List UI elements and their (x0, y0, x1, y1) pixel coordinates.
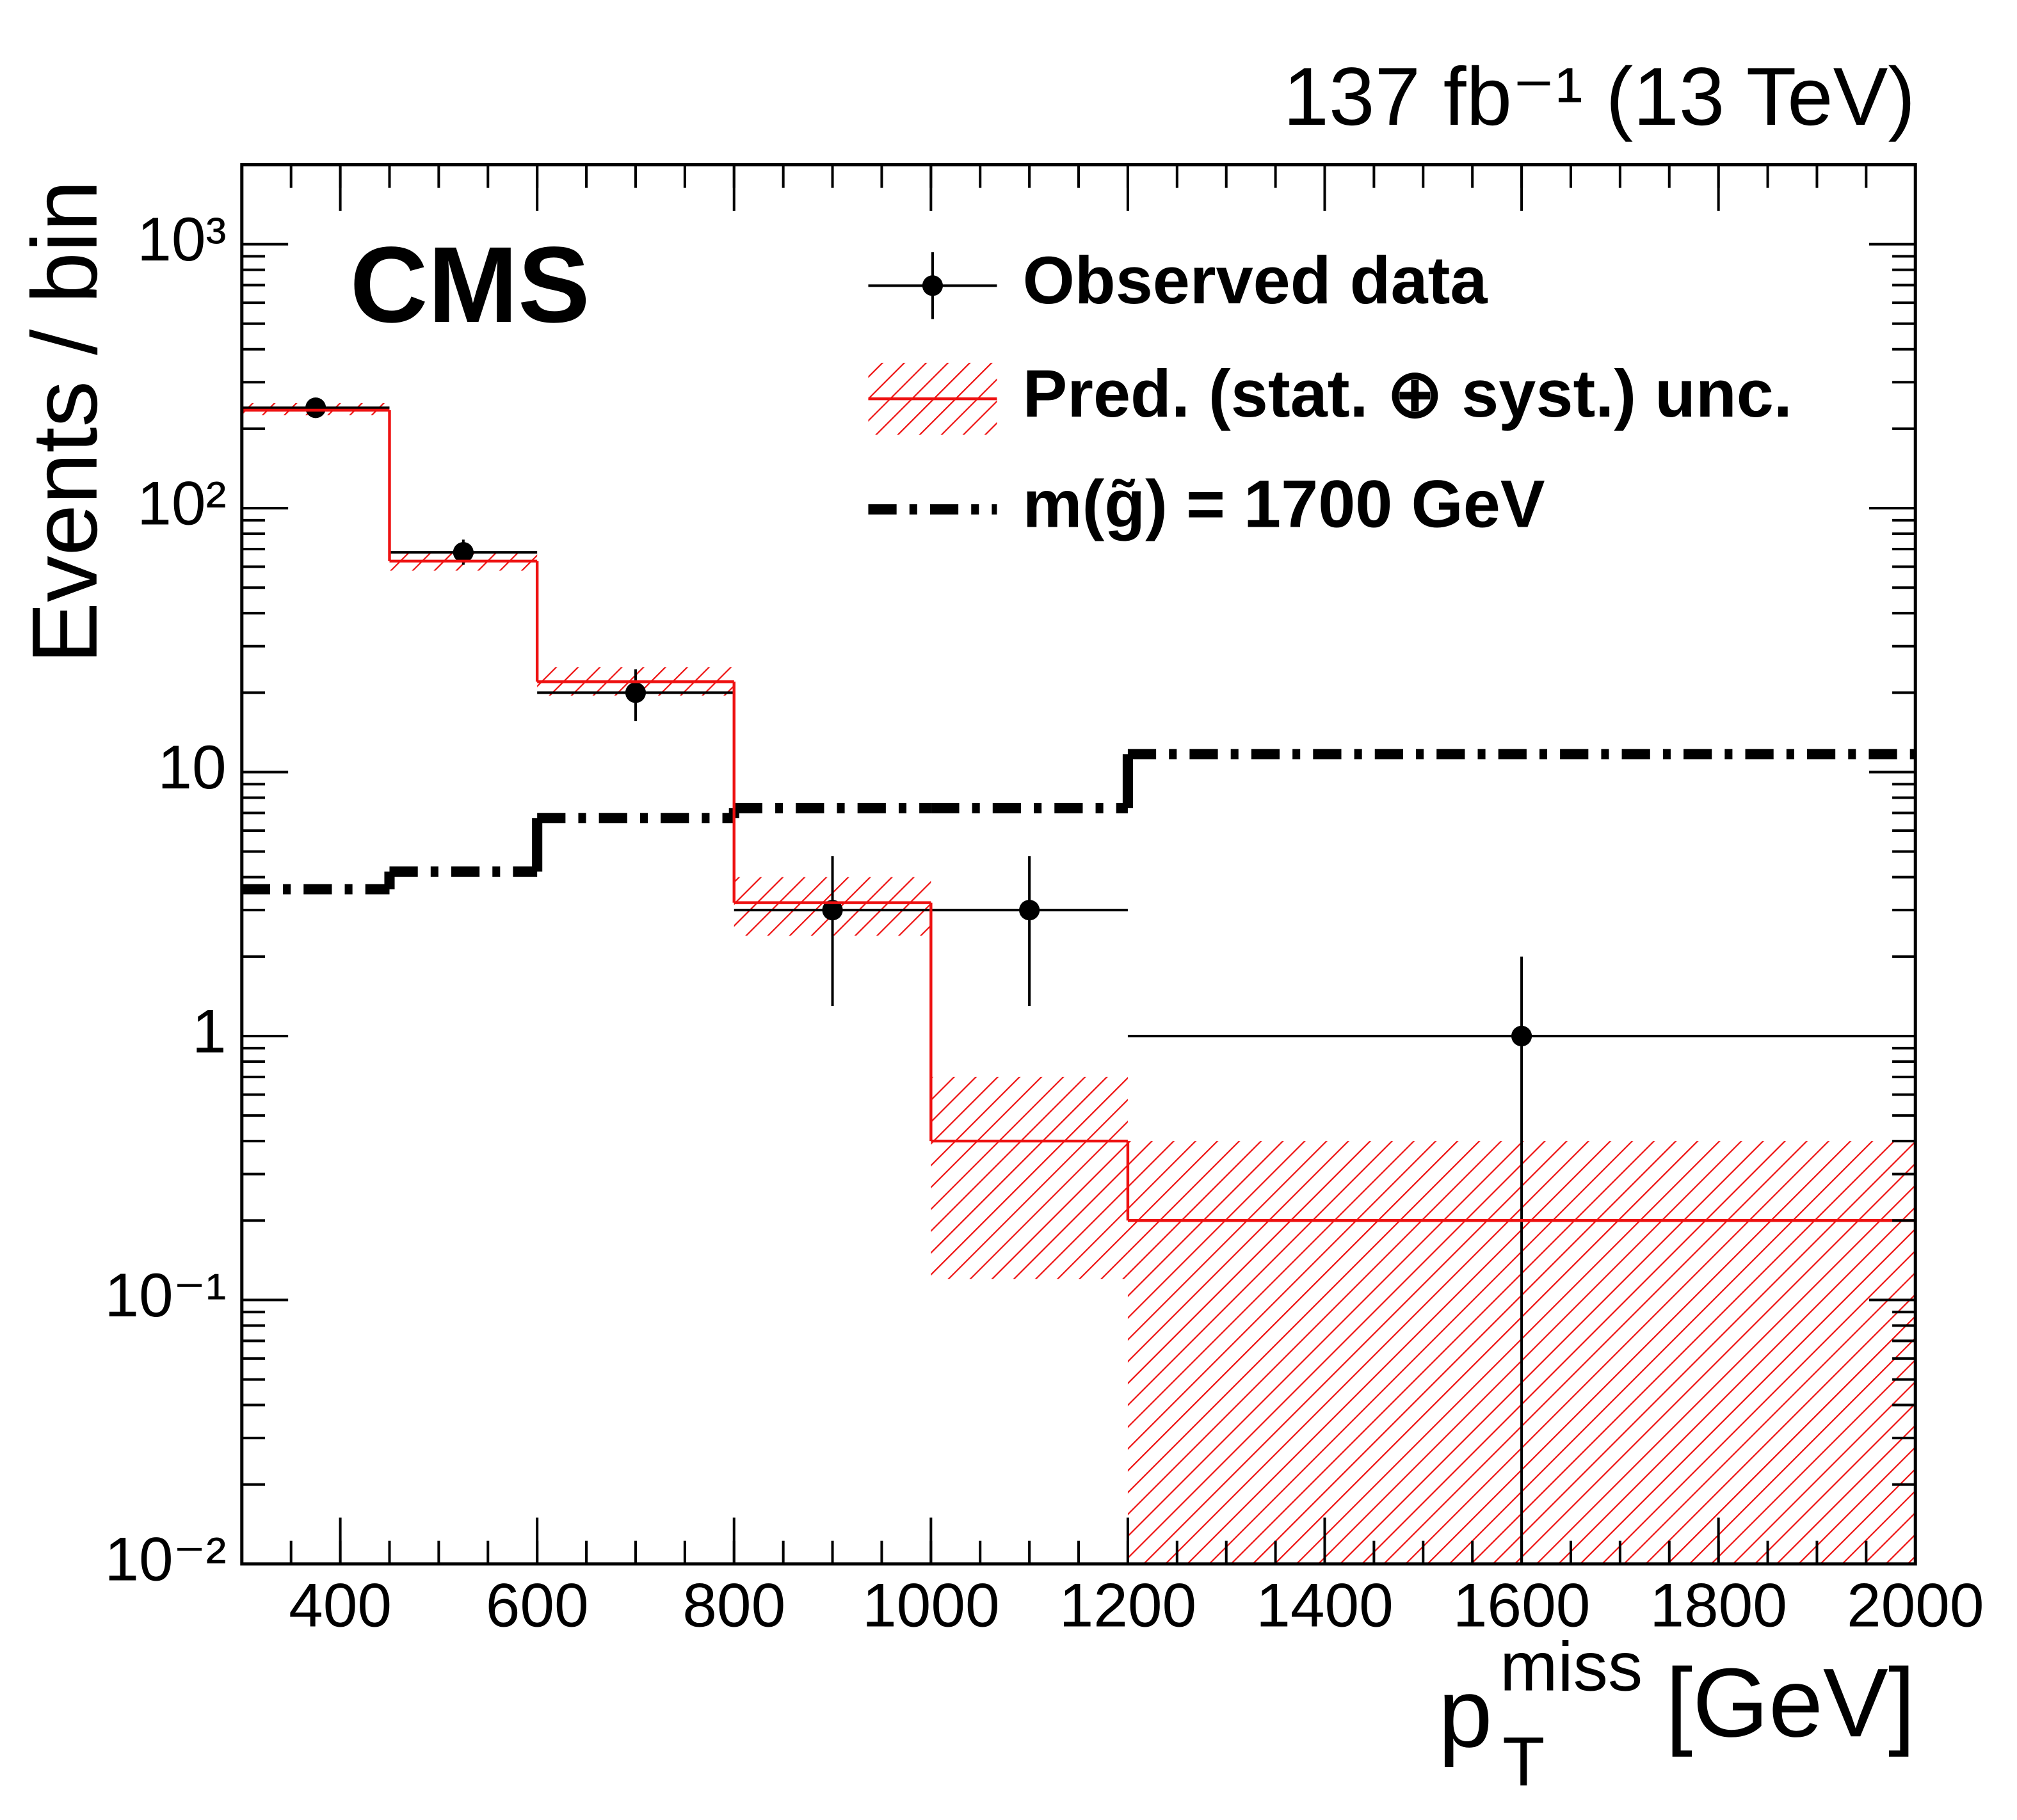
y-axis-label: Events / bin (13, 180, 117, 664)
x-tick-label: 400 (289, 1572, 392, 1640)
legend-label: Observed data (1023, 243, 1488, 318)
lumi-label: 137 fb⁻¹ (13 TeV) (1283, 51, 1915, 143)
y-tick-label: 1 (192, 997, 227, 1066)
data-point (1511, 1025, 1532, 1047)
y-tick-label: 10⁻¹ (104, 1261, 226, 1330)
legend-obs-dot (922, 275, 944, 296)
legend-label: m(g̃) = 1700 GeV (1023, 467, 1545, 542)
data-point (453, 542, 474, 563)
x-tick-label: 800 (682, 1572, 785, 1640)
x-axis-label-sup: miss (1500, 1627, 1643, 1705)
x-tick-label: 1600 (1453, 1572, 1591, 1640)
legend-label: Pred. (stat. ⊕ syst.) unc. (1023, 356, 1792, 431)
y-tick-label: 10² (137, 470, 226, 538)
data-point (822, 900, 843, 921)
y-tick-label: 10 (157, 733, 226, 802)
x-axis-unit: [GeV] (1666, 1648, 1915, 1757)
data-point (625, 682, 647, 703)
chart-title: CMS (350, 224, 590, 345)
y-tick-label: 10³ (137, 205, 226, 274)
x-axis-label: p (1438, 1659, 1493, 1768)
unc-band (931, 1076, 1128, 1279)
x-tick-label: 1000 (862, 1572, 1000, 1640)
x-tick-label: 1400 (1256, 1572, 1394, 1640)
x-tick-label: 600 (486, 1572, 589, 1640)
x-tick-label: 1200 (1059, 1572, 1197, 1640)
x-axis-label-sub: T (1502, 1723, 1545, 1800)
x-tick-label: 1800 (1650, 1572, 1787, 1640)
y-tick-label: 10⁻² (104, 1525, 226, 1593)
data-point (1019, 900, 1040, 921)
data-point (305, 397, 326, 419)
x-tick-label: 2000 (1847, 1572, 1984, 1640)
